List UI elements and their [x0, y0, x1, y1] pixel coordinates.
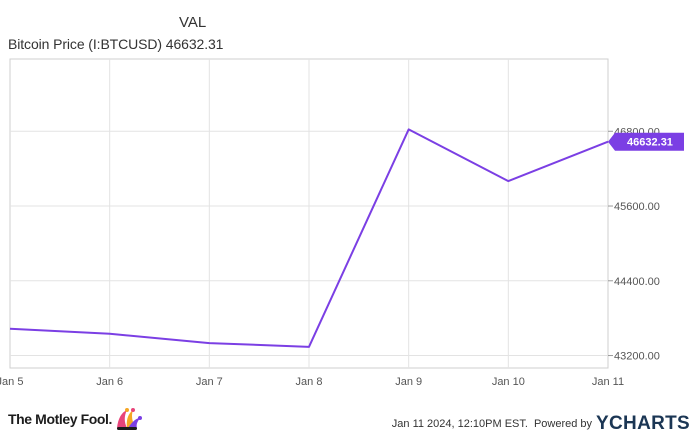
x-tick-label: Jan 5 [0, 376, 23, 388]
timestamp: Jan 11 2024, 12:10PM EST. [391, 418, 528, 430]
x-tick-label: Jan 9 [395, 376, 422, 388]
x-tick-label: Jan 6 [96, 376, 123, 388]
motley-fool-wordmark: The Motley Fool. [8, 411, 113, 427]
jester-hat-icon [117, 408, 143, 430]
series-label: Bitcoin Price (I:BTCUSD) 46632.31 [8, 36, 223, 52]
series-value: 46632.31 [165, 36, 224, 52]
ycharts-logo-text: CHARTS [609, 413, 690, 434]
last-value-label: 46632.31 [627, 137, 673, 149]
x-tick-label: Jan 8 [296, 376, 323, 388]
chart-footer: Jan 11 2024, 12:10PM EST. Powered by YCH… [392, 413, 690, 435]
x-tick-label: Jan 7 [196, 376, 223, 388]
y-tick-label: 43200.00 [614, 351, 660, 363]
y-tick-label: 44400.00 [614, 276, 660, 288]
ycharts-logo: YCHARTS [596, 413, 690, 435]
x-tick-label: Jan 10 [492, 376, 525, 388]
value-header: VAL [179, 14, 207, 31]
ycharts-logo-y: Y [596, 413, 610, 434]
motley-fool-logo: The Motley Fool. [8, 406, 143, 432]
series-name: Bitcoin Price (I:BTCUSD) [8, 36, 162, 52]
x-tick-label: Jan 11 [592, 376, 624, 388]
series-line [9, 128, 609, 348]
last-value-badge [608, 132, 684, 151]
y-tick-label: 45600.00 [614, 201, 660, 213]
powered-by-label: Powered by [533, 418, 593, 430]
